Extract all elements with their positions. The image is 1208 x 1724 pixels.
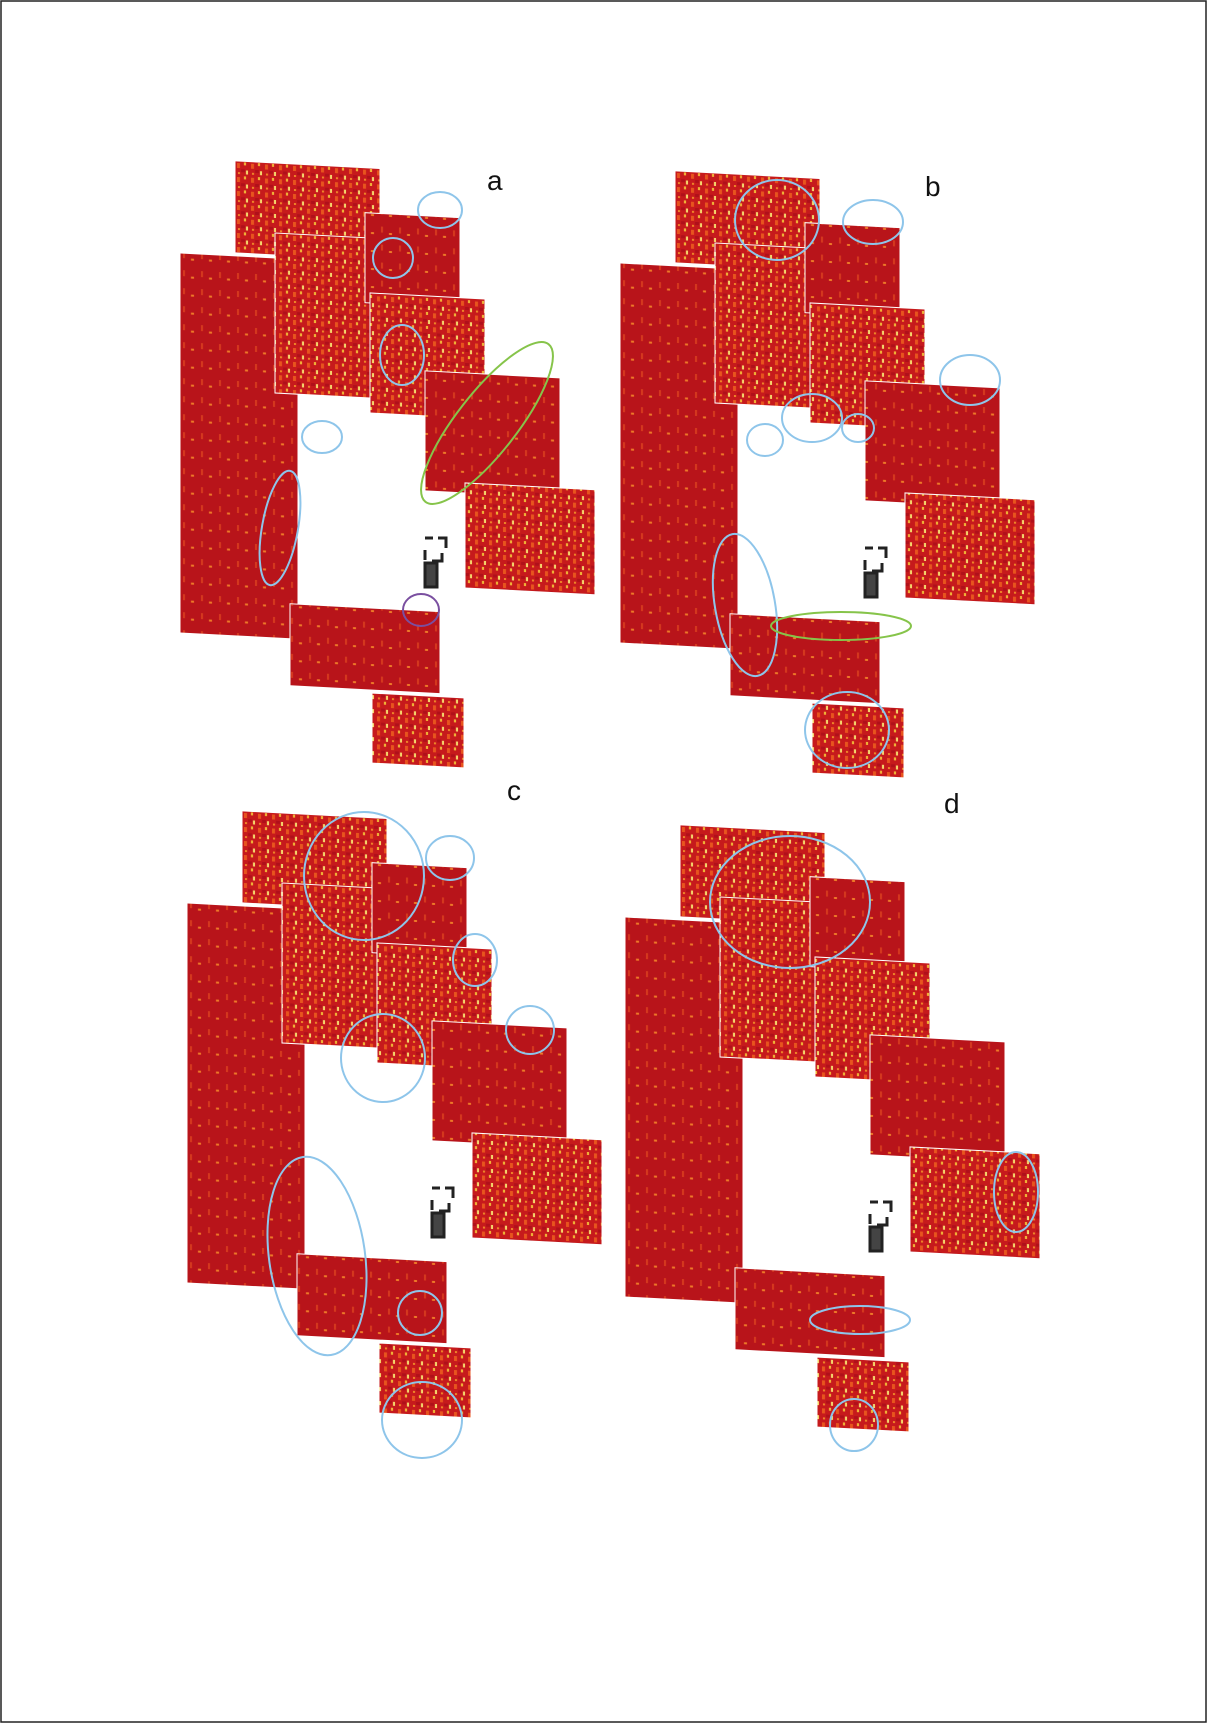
panel-label: c xyxy=(507,775,521,806)
annotation-ring xyxy=(746,423,784,457)
annotation-ring xyxy=(420,341,554,505)
annotation-ring xyxy=(939,354,1001,406)
annotation-ring xyxy=(340,1013,426,1103)
annotation-ring xyxy=(381,1381,463,1459)
panel-label: d xyxy=(944,788,960,819)
annotation-ring xyxy=(402,593,440,627)
annotation-ring xyxy=(829,1398,879,1452)
annotation-ring xyxy=(804,691,890,769)
annotation-ring xyxy=(770,611,912,641)
annotation-ring xyxy=(397,1290,443,1336)
annotation-ring xyxy=(379,324,425,386)
annotation-ring xyxy=(709,835,871,969)
annotation-ring xyxy=(266,1155,368,1357)
panel-label: a xyxy=(487,165,503,196)
annotation-ring xyxy=(303,811,425,941)
annotation-ring xyxy=(993,1151,1039,1233)
panel-label: b xyxy=(925,171,941,202)
annotation-ring xyxy=(258,469,302,587)
annotation-ring xyxy=(301,420,343,454)
annotation-ring xyxy=(809,1305,911,1335)
annotation-ring xyxy=(452,933,498,987)
annotation-ring xyxy=(417,191,463,229)
annotation-ring xyxy=(734,179,820,261)
annotation-ring xyxy=(505,1005,555,1055)
annotation-ring xyxy=(842,199,904,245)
annotation-ring xyxy=(372,237,414,279)
annotations xyxy=(258,179,1039,1459)
annotation-ring xyxy=(841,413,875,443)
annotation-ring xyxy=(711,532,779,678)
annotation-ring xyxy=(781,393,843,443)
annotation-ring xyxy=(425,835,475,881)
